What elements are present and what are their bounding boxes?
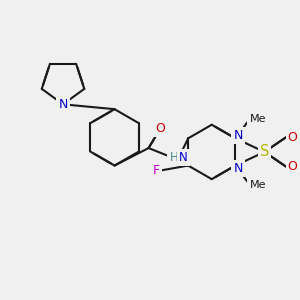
Text: Me: Me — [249, 180, 266, 190]
Text: N: N — [58, 98, 68, 111]
Text: N: N — [234, 129, 243, 142]
Text: Me: Me — [249, 114, 266, 124]
Text: N: N — [234, 162, 243, 175]
Text: O: O — [288, 131, 298, 144]
Text: H: H — [169, 151, 178, 164]
Text: O: O — [288, 160, 298, 173]
Text: S: S — [260, 144, 269, 159]
Text: N: N — [179, 151, 188, 164]
Text: F: F — [153, 164, 160, 177]
Text: O: O — [155, 122, 165, 135]
